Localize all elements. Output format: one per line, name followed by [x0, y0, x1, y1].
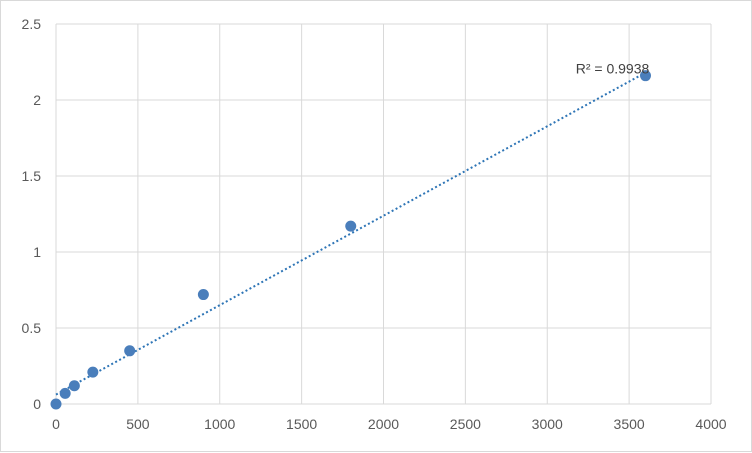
y-tick-label: 0	[33, 396, 41, 412]
x-tick-label: 500	[126, 416, 150, 432]
data-point-6	[345, 220, 357, 232]
x-tick-label: 4000	[695, 416, 726, 432]
data-point-4	[124, 345, 136, 357]
trendline	[55, 71, 646, 396]
data-point-1	[59, 387, 71, 399]
r-squared-label: R² = 0.9938	[576, 61, 650, 77]
y-tick-label: 2	[33, 92, 41, 108]
data-point-7	[640, 70, 651, 82]
x-axis-tick-labels: 0 500 1000 1500 2000 2500 3000 3500 4000	[52, 416, 727, 432]
x-tick-label: 1500	[286, 416, 317, 432]
x-tick-label: 1000	[204, 416, 235, 432]
data-point-2	[68, 380, 80, 392]
y-tick-label: 1.5	[22, 168, 42, 184]
x-tick-label: 3000	[532, 416, 563, 432]
y-axis-tick-labels: 0 0.5 1 1.5 2 2.5	[22, 16, 42, 412]
x-tick-label: 2000	[368, 416, 399, 432]
x-tick-label: 0	[52, 416, 60, 432]
trendline-group	[55, 71, 646, 396]
data-point-3	[87, 366, 99, 378]
data-point-5	[197, 289, 209, 301]
x-tick-label: 3500	[614, 416, 645, 432]
y-tick-label: 2.5	[22, 16, 42, 32]
y-tick-label: 1	[33, 244, 41, 260]
gridlines	[55, 23, 712, 405]
data-points	[50, 70, 651, 410]
x-tick-label: 2500	[450, 416, 481, 432]
data-point-0	[50, 398, 62, 410]
y-tick-label: 0.5	[22, 320, 42, 336]
